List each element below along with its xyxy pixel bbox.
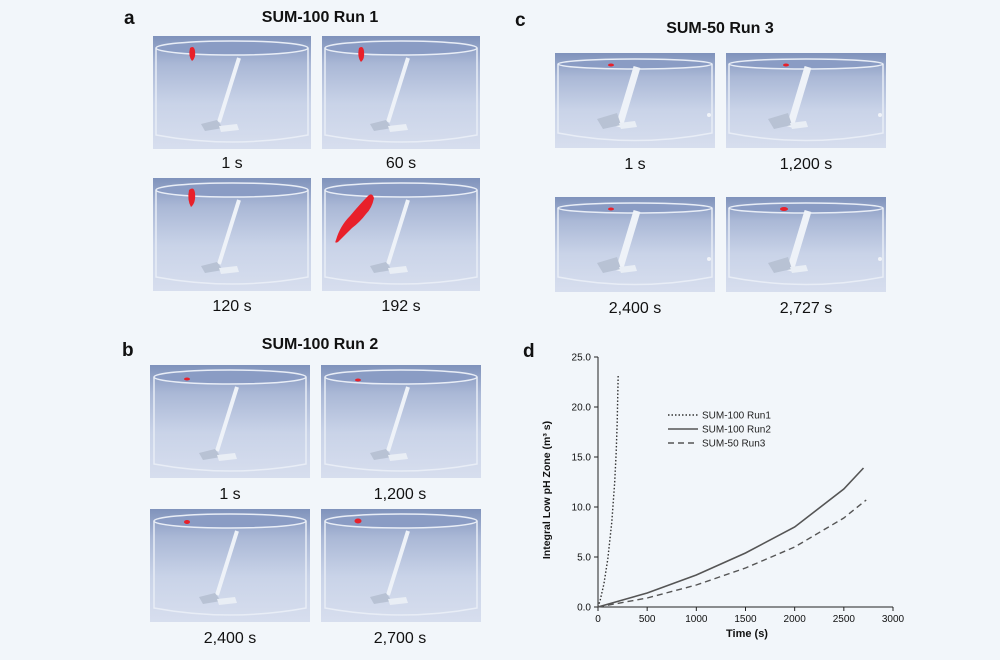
caption-b3: 2,400 s bbox=[203, 630, 257, 647]
panel-title-c: SUM-50 Run 3 bbox=[666, 20, 774, 37]
tank-image-c4 bbox=[726, 197, 886, 292]
tank-image-b3 bbox=[150, 509, 310, 622]
tank-image-a2 bbox=[322, 36, 480, 149]
caption-a1: 1 s bbox=[221, 155, 243, 172]
tank-drawing bbox=[155, 182, 309, 285]
caption-c1: 1 s bbox=[624, 156, 646, 173]
y-tick-label: 20.0 bbox=[572, 403, 592, 414]
tank-image-c2 bbox=[726, 53, 886, 148]
tank-image-b1 bbox=[150, 365, 310, 478]
series-line-1 bbox=[597, 373, 619, 608]
y-tick-label: 10.0 bbox=[572, 503, 592, 514]
tank-drawing bbox=[557, 58, 713, 142]
x-tick-label: 1000 bbox=[685, 614, 708, 625]
panel-title-a: SUM-100 Run 1 bbox=[261, 9, 379, 26]
tank-drawing bbox=[153, 513, 307, 616]
x-tick-label: 3000 bbox=[882, 614, 905, 625]
caption-a4: 192 s bbox=[381, 298, 421, 315]
panel-label-d: d bbox=[523, 341, 535, 362]
x-axis-label: Time (s) bbox=[726, 628, 768, 640]
caption-b2: 1,200 s bbox=[373, 486, 427, 503]
y-tick-label: 5.0 bbox=[577, 553, 591, 564]
panel-label-b: b bbox=[122, 340, 134, 361]
caption-a3: 120 s bbox=[212, 298, 252, 315]
x-tick-label: 0 bbox=[595, 614, 601, 625]
legend-entry: SUM-50 Run3 bbox=[702, 439, 766, 450]
tank-drawing bbox=[153, 369, 307, 472]
tank-image-c1 bbox=[555, 53, 715, 148]
caption-c2: 1,200 s bbox=[779, 156, 833, 173]
tank-drawing bbox=[728, 202, 884, 286]
caption-a2: 60 s bbox=[385, 155, 417, 172]
tank-drawing bbox=[557, 202, 713, 286]
tank-image-a1 bbox=[153, 36, 311, 149]
tank-image-c3 bbox=[555, 197, 715, 292]
caption-c4: 2,727 s bbox=[779, 300, 833, 317]
legend-entry: SUM-100 Run2 bbox=[702, 425, 771, 436]
tank-drawing bbox=[155, 40, 309, 143]
y-tick-label: 15.0 bbox=[572, 453, 592, 464]
panel-title-b: SUM-100 Run 2 bbox=[261, 336, 379, 353]
tank-drawing bbox=[324, 513, 478, 616]
caption-b4: 2,700 s bbox=[373, 630, 427, 647]
tank-drawing bbox=[324, 182, 478, 285]
x-tick-label: 500 bbox=[639, 614, 656, 625]
y-axis-label: Integral Low pH Zone (m³ s) bbox=[541, 421, 553, 559]
tank-image-b2 bbox=[321, 365, 481, 478]
tank-image-a4 bbox=[322, 178, 480, 291]
tank-image-b4 bbox=[321, 509, 481, 622]
panel-label-a: a bbox=[124, 8, 135, 29]
y-tick-label: 25.0 bbox=[572, 353, 592, 364]
tank-drawing bbox=[728, 58, 884, 142]
integral-low-ph-chart: 0 500 1000 1500 2000 2500 3000 0.0 5.0 10.0 15.0 20… bbox=[541, 353, 905, 641]
x-tick-label: 2000 bbox=[784, 614, 807, 625]
y-tick-label: 0.0 bbox=[577, 603, 591, 614]
series-line-3 bbox=[597, 499, 867, 608]
tank-image-a3 bbox=[153, 178, 311, 291]
tank-drawing bbox=[324, 40, 478, 143]
tank-drawing bbox=[324, 369, 478, 472]
panel-label-c: c bbox=[515, 10, 526, 31]
x-tick-label: 1500 bbox=[734, 614, 757, 625]
x-tick-label: 2500 bbox=[833, 614, 856, 625]
caption-c3: 2,400 s bbox=[608, 300, 662, 317]
legend-entry: SUM-100 Run1 bbox=[702, 411, 771, 422]
caption-b1: 1 s bbox=[219, 486, 241, 503]
series-line-2 bbox=[597, 467, 865, 608]
